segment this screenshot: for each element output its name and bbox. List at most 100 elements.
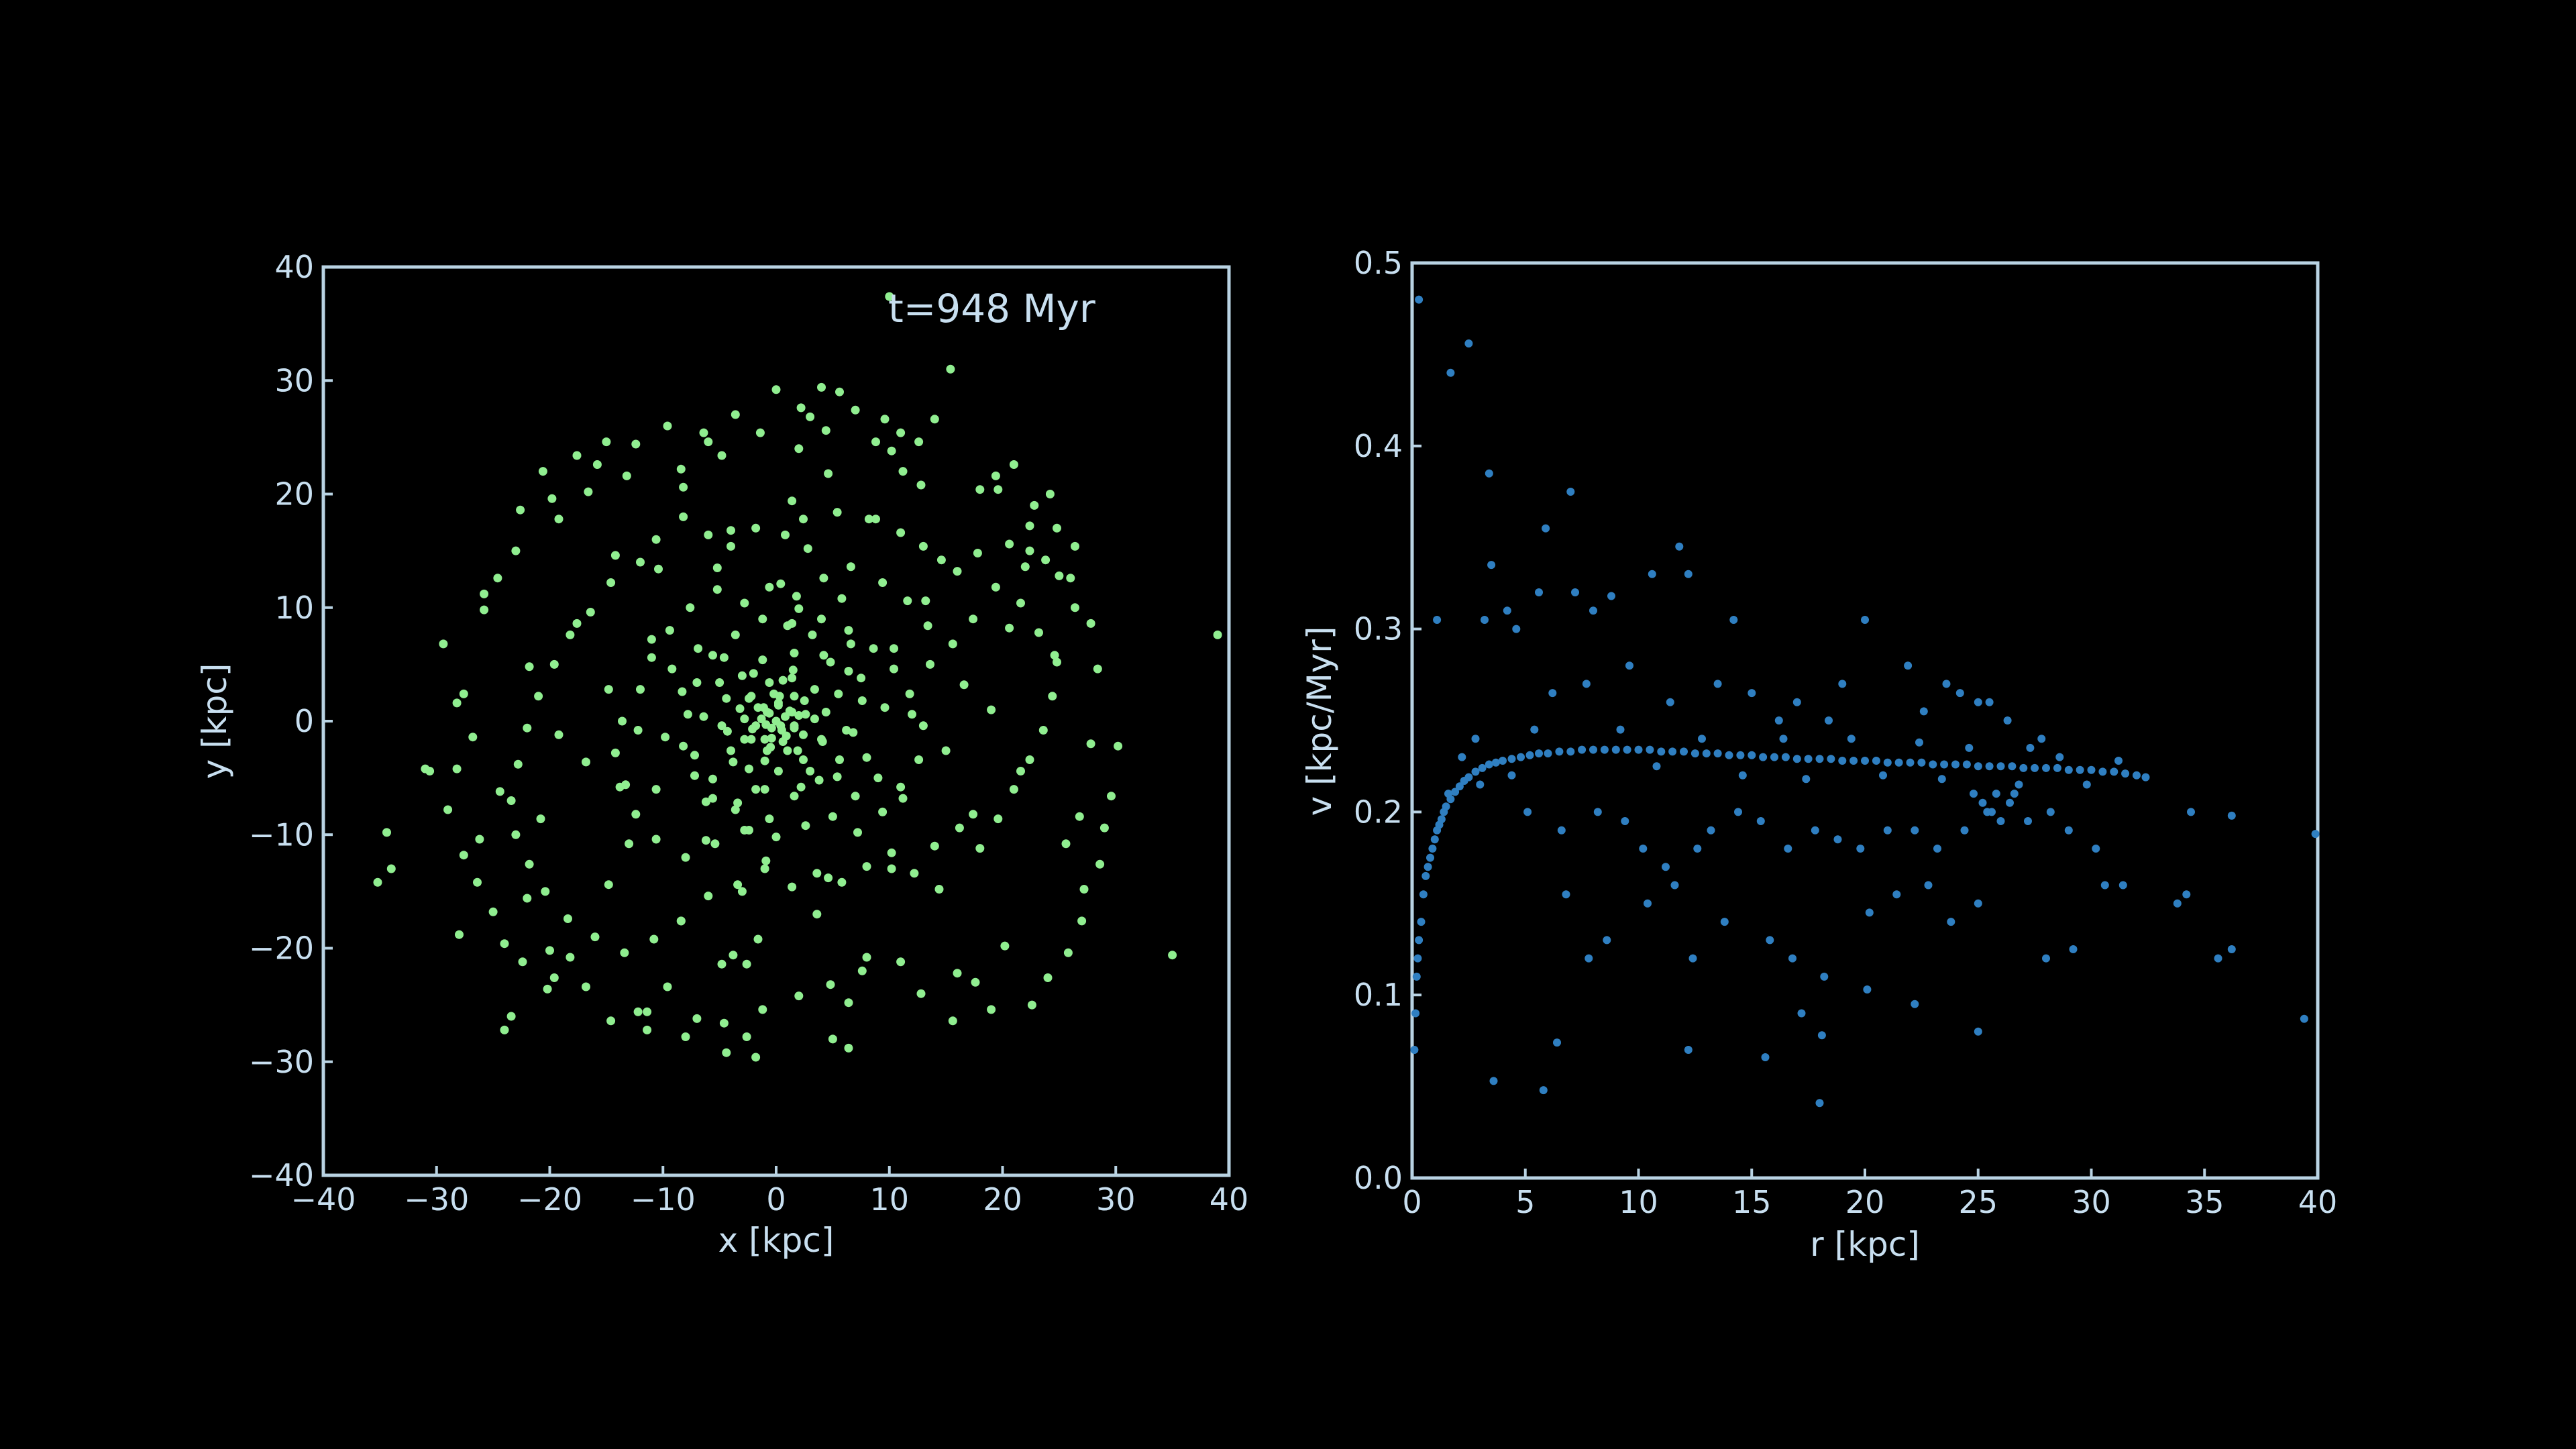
data-point (1865, 908, 1874, 917)
data-point (1861, 757, 1869, 765)
data-point (459, 689, 468, 698)
data-point (806, 412, 815, 421)
data-point (1099, 823, 1109, 833)
data-point (794, 711, 804, 720)
data-point (1680, 747, 1688, 756)
data-point (649, 934, 659, 944)
data-point (1582, 680, 1591, 688)
data-point (1419, 890, 1428, 899)
data-point (1804, 755, 1813, 763)
data-point (1904, 661, 1913, 670)
y-tick-label: 40 (274, 249, 314, 285)
data-point (1535, 749, 1543, 758)
data-point (618, 716, 627, 726)
left-x-axis-label: x [kpc] (718, 1221, 835, 1260)
data-point (480, 589, 489, 598)
data-point (2141, 773, 2150, 782)
data-point (2006, 798, 2014, 807)
data-point (733, 880, 743, 890)
data-point (740, 714, 749, 724)
data-point (1774, 716, 1783, 724)
data-point (584, 487, 593, 496)
data-point (778, 676, 788, 685)
data-point (1566, 488, 1575, 496)
data-point (2042, 954, 2050, 963)
data-point (2227, 945, 2236, 953)
data-point (803, 544, 812, 553)
data-point (1542, 524, 1550, 533)
data-point (975, 844, 985, 853)
data-point (790, 792, 799, 801)
data-point (2173, 899, 2182, 908)
data-point (1815, 755, 1824, 763)
data-point (547, 494, 557, 503)
data-point (1464, 339, 1473, 347)
data-point (1093, 664, 1102, 674)
data-point (1444, 790, 1452, 798)
data-point (1646, 745, 1654, 754)
data-point (862, 953, 871, 962)
x-tick-label: 15 (1732, 1184, 1772, 1220)
data-point (1553, 1038, 1561, 1047)
data-point (676, 916, 686, 926)
data-point (475, 835, 484, 844)
data-point (1713, 680, 1722, 688)
data-point (1566, 747, 1575, 756)
data-point (511, 546, 521, 555)
data-point (1657, 747, 1666, 756)
data-point (1942, 680, 1951, 688)
data-point (2121, 769, 2130, 778)
data-point (1499, 757, 1507, 765)
data-point (821, 426, 830, 435)
data-point (1996, 762, 2005, 771)
data-point (1955, 689, 1964, 698)
data-point (719, 1018, 729, 1028)
data-point (506, 796, 516, 805)
data-point (1625, 661, 1633, 670)
data-point (712, 585, 722, 594)
data-point (1817, 1031, 1826, 1040)
data-point (1562, 890, 1570, 899)
data-point (701, 797, 710, 806)
data-point (846, 639, 855, 649)
data-point (468, 733, 478, 742)
data-point (1621, 817, 1629, 825)
data-point (516, 505, 525, 515)
data-point (690, 771, 699, 780)
data-point (778, 737, 788, 746)
data-point (704, 437, 713, 447)
data-point (930, 415, 939, 424)
data-point (704, 892, 713, 901)
data-point (740, 598, 749, 608)
data-point (1820, 972, 1829, 981)
data-point (1729, 616, 1738, 624)
data-point (679, 741, 688, 751)
data-point (722, 694, 731, 703)
data-point (969, 614, 978, 624)
data-point (1421, 871, 1430, 880)
data-point (1684, 1046, 1693, 1054)
data-point (625, 839, 634, 849)
data-point (699, 428, 708, 437)
data-point (918, 541, 928, 551)
data-point (1738, 771, 1747, 780)
data-point (1883, 758, 1892, 767)
x-tick-label: 30 (1096, 1181, 1136, 1218)
data-point (801, 710, 810, 719)
data-point (799, 515, 808, 524)
data-point (1634, 745, 1643, 754)
data-point (643, 1025, 652, 1034)
data-point (1086, 619, 1095, 628)
data-point (2003, 716, 2012, 724)
data-point (1992, 790, 2000, 798)
data-point (1478, 763, 1487, 772)
data-point (1077, 916, 1087, 926)
data-point (753, 934, 763, 944)
data-point (1688, 954, 1697, 963)
data-point (828, 812, 837, 821)
data-point (678, 687, 687, 696)
data-point (1784, 845, 1792, 853)
data-point (763, 708, 771, 716)
data-point (729, 951, 738, 960)
